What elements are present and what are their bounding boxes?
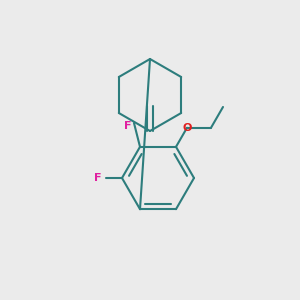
Text: O: O <box>182 123 192 133</box>
Text: F: F <box>124 121 132 131</box>
Text: F: F <box>94 173 102 183</box>
